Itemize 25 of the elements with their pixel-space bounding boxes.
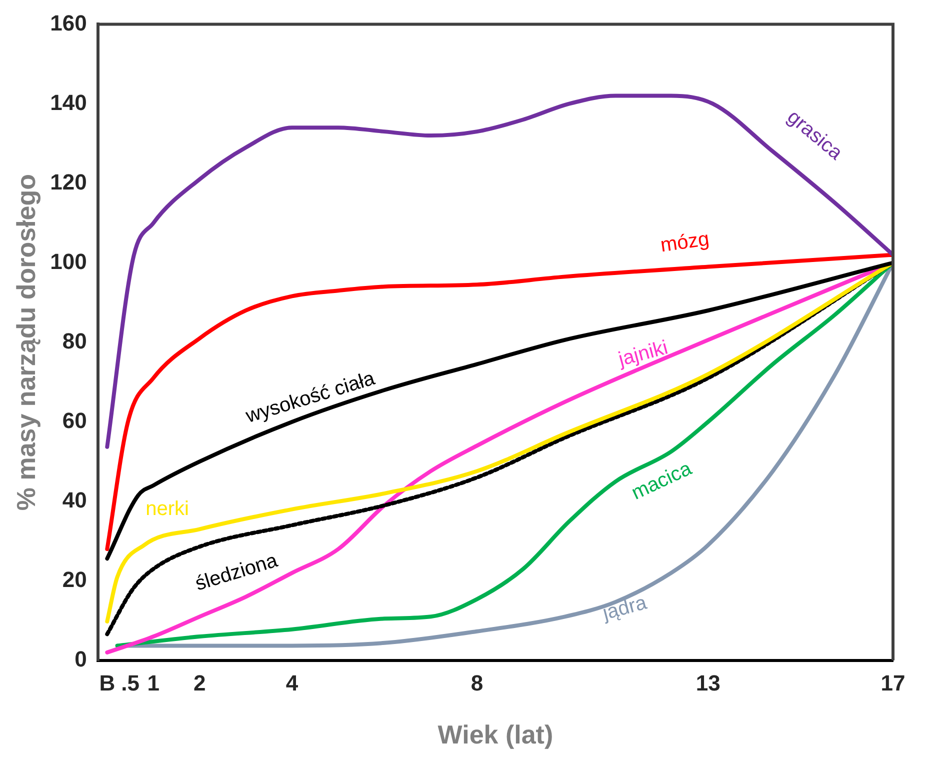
text: jądra	[599, 592, 650, 625]
y-tick-label: 140	[50, 90, 87, 115]
y-tick-label: 40	[62, 487, 87, 512]
x-tick-label: 8	[470, 670, 484, 696]
y-tick-label: 80	[62, 328, 87, 354]
y-tick-label: 120	[50, 169, 87, 194]
text: śledziona	[192, 549, 281, 596]
y-tick-label: 0	[74, 646, 87, 672]
x-tick-label: 1	[147, 670, 160, 696]
y-tick-label: 100	[50, 248, 87, 274]
y-axis-title: % masy narządu dorosłego	[10, 174, 41, 511]
x-tick-label: 2	[193, 670, 206, 696]
y-tick-label: 160	[50, 10, 87, 36]
x-tick-label: 13	[696, 670, 720, 696]
series-label: nerki	[146, 498, 189, 520]
text: jajniki	[615, 336, 670, 372]
line-series	[105, 94, 893, 449]
x-tick-label: .5	[121, 670, 140, 696]
text: mózg	[659, 228, 711, 257]
x-tick-label: 4	[286, 670, 299, 696]
y-tick-label: 20	[62, 566, 87, 592]
x-tick-label: B	[99, 670, 116, 696]
x-axis-title: Wiek (lat)	[438, 720, 554, 750]
x-tick-label: 17	[880, 670, 906, 696]
y-tick-label: 60	[62, 408, 87, 433]
